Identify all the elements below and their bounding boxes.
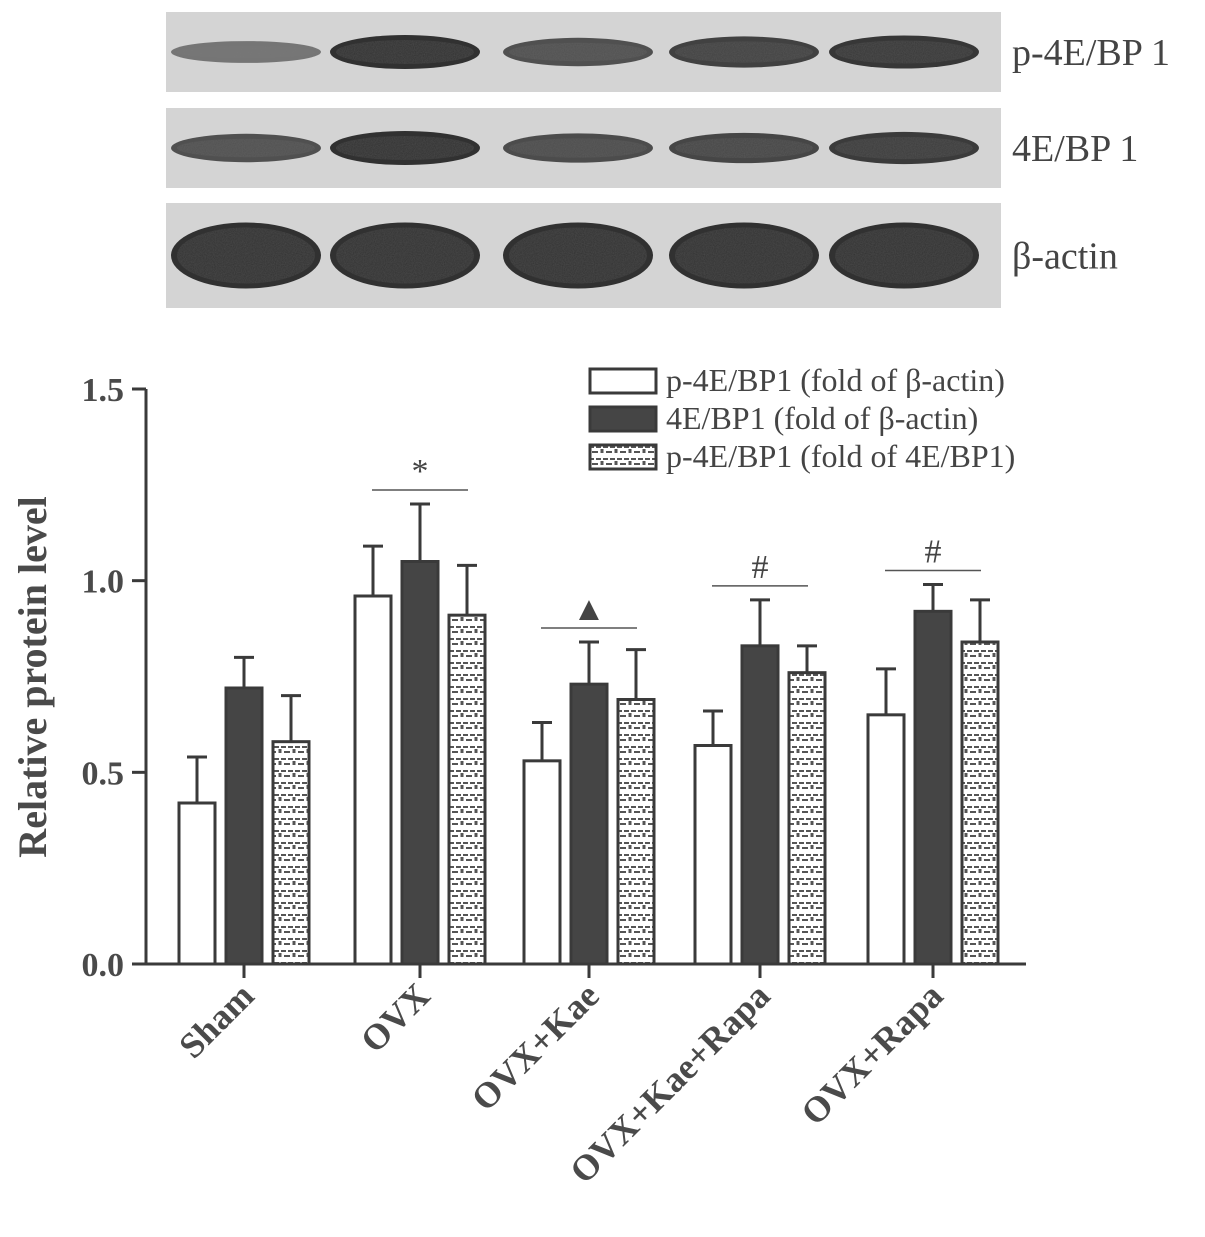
chart-legend: p-4E/BP1 (fold of β-actin)4E/BP1 (fold o… — [588, 362, 1015, 474]
legend-swatch — [588, 367, 658, 395]
bar-open — [353, 594, 393, 966]
y-tick-label: 0.0 — [82, 947, 125, 984]
blot-band-texture — [177, 46, 315, 58]
legend-label: 4E/BP1 (fold of β-actin) — [666, 400, 978, 436]
y-tick-label: 1.0 — [82, 564, 125, 601]
significance-marker: # — [925, 534, 942, 571]
bar-pattern — [271, 740, 311, 966]
blot-label: 4E/BP 1 — [1012, 128, 1138, 170]
y-tick-label: 1.5 — [82, 372, 125, 409]
blot-band-texture — [835, 136, 973, 160]
western-blot-panel: p-4E/BP 1 4E/BP 1 β-actin — [166, 12, 1170, 308]
bar-solid — [224, 686, 264, 966]
blot-band-texture — [336, 136, 474, 160]
significance-marker: * — [412, 453, 429, 490]
significance-annotations: * ▲ # # — [372, 453, 981, 629]
blot-band-texture — [835, 227, 973, 284]
bar-pattern — [787, 671, 827, 966]
legend-swatch — [588, 405, 658, 433]
bar-open — [693, 744, 733, 966]
legend-label: p-4E/BP1 (fold of 4E/BP1) — [666, 438, 1015, 474]
chart-bars — [177, 502, 1000, 966]
blot-label: β-actin — [1012, 236, 1118, 278]
significance-marker: ▲ — [572, 591, 606, 628]
legend-label: p-4E/BP1 (fold of β-actin) — [666, 362, 1005, 398]
bar-solid — [913, 609, 953, 966]
x-category-label: OVX — [353, 975, 438, 1060]
blot-band-texture — [675, 227, 813, 284]
blot-band-texture — [509, 138, 647, 158]
bar-pattern — [960, 640, 1000, 966]
blot-band-texture — [336, 40, 474, 64]
blot-label: p-4E/BP 1 — [1012, 32, 1170, 74]
legend-item: p-4E/BP1 (fold of 4E/BP1) — [588, 438, 1015, 474]
bar-open — [866, 713, 906, 966]
x-category-label: OVX+Kae — [463, 975, 606, 1118]
x-category-label: OVX+Rapa — [793, 975, 950, 1132]
significance-marker: # — [752, 549, 769, 586]
legend-swatch — [588, 443, 658, 471]
blot-band-texture — [177, 227, 315, 284]
bar-pattern — [447, 613, 487, 966]
bar-solid — [569, 682, 609, 966]
bar-solid — [400, 560, 440, 966]
bar-open — [177, 801, 217, 966]
y-tick-label: 0.5 — [82, 755, 125, 792]
legend-item: p-4E/BP1 (fold of β-actin) — [588, 362, 1005, 398]
blot-band-texture — [835, 40, 973, 64]
blot-band-texture — [509, 227, 647, 284]
x-category-label: Sham — [171, 975, 262, 1066]
blot-band-texture — [675, 137, 813, 159]
blot-band-texture — [509, 42, 647, 62]
blot-band-texture — [177, 138, 315, 158]
legend-item: 4E/BP1 (fold of β-actin) — [588, 400, 978, 436]
bar-solid — [740, 644, 780, 966]
blot-band-texture — [336, 227, 474, 284]
y-axis-label: Relative protein level — [10, 496, 55, 857]
blot-row-3: β-actin — [166, 203, 1118, 308]
bar-pattern — [616, 698, 656, 966]
bar-open — [522, 759, 562, 966]
blot-row-1: p-4E/BP 1 — [166, 12, 1170, 92]
blot-row-2: 4E/BP 1 — [166, 108, 1138, 188]
blot-band-texture — [675, 41, 813, 63]
